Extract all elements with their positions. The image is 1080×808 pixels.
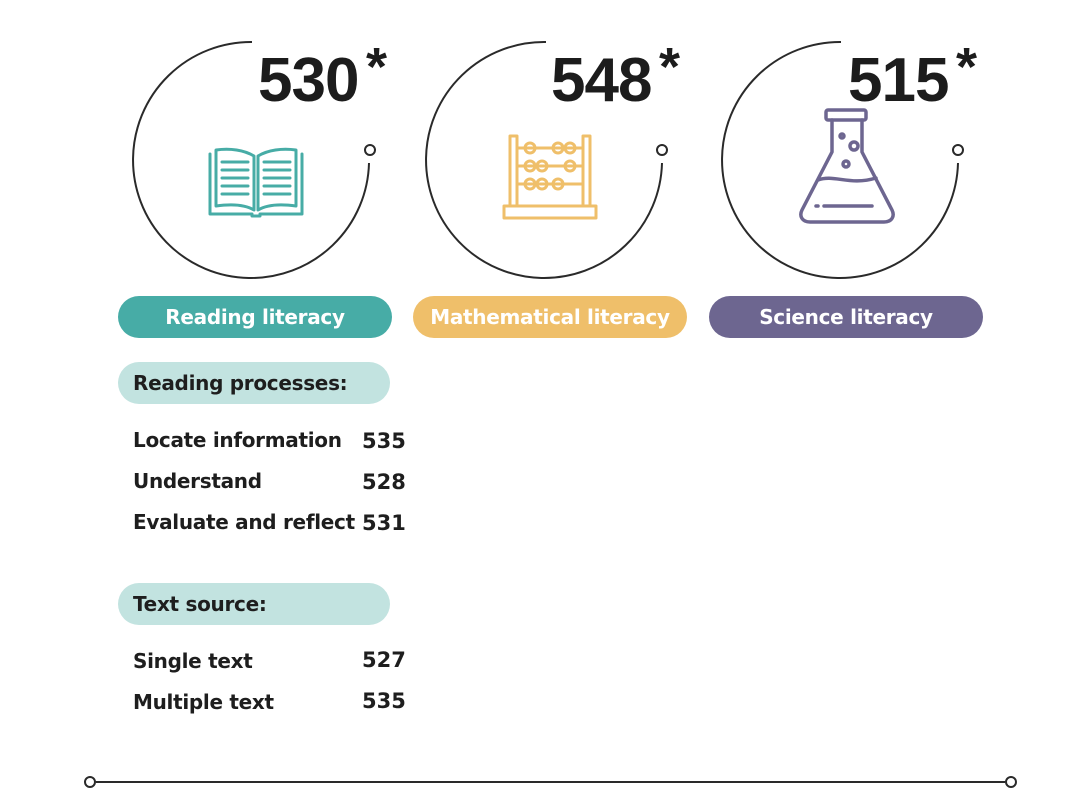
score-reading: 530 * bbox=[258, 40, 387, 112]
pill-science-literacy: Science literacy bbox=[709, 296, 983, 338]
pill-mathematical-literacy: Mathematical literacy bbox=[413, 296, 687, 338]
locate-information-label: Locate information bbox=[133, 428, 342, 452]
score-asterisk: * bbox=[366, 37, 387, 97]
ring-arc-math bbox=[425, 40, 663, 279]
single-text-value: 527 bbox=[362, 648, 406, 672]
score-value: 548 bbox=[551, 46, 652, 115]
open-book-icon bbox=[208, 147, 304, 218]
score-science: 515 * bbox=[848, 40, 977, 112]
evaluate-and-reflect-value: 531 bbox=[362, 511, 406, 535]
score-asterisk: * bbox=[659, 37, 680, 97]
evaluate-and-reflect-label: Evaluate and reflect bbox=[133, 510, 355, 534]
ring-arc-reading bbox=[132, 40, 370, 279]
score-asterisk: * bbox=[956, 37, 977, 97]
understand-label: Understand bbox=[133, 469, 262, 493]
locate-information-value: 535 bbox=[362, 429, 406, 453]
single-text-label: Single text bbox=[133, 649, 253, 673]
flask-icon bbox=[799, 108, 895, 224]
understand-value: 528 bbox=[362, 470, 406, 494]
abacus-icon bbox=[502, 134, 598, 220]
ring-end-dot-science bbox=[952, 144, 964, 156]
ring-end-dot-reading bbox=[364, 144, 376, 156]
multiple-text-value: 535 bbox=[362, 689, 406, 713]
ring-end-dot-math bbox=[656, 144, 668, 156]
text-source-heading: Text source: bbox=[118, 583, 390, 625]
score-value: 515 bbox=[848, 46, 949, 115]
score-math: 548 * bbox=[551, 40, 680, 112]
score-value: 530 bbox=[258, 46, 359, 115]
multiple-text-label: Multiple text bbox=[133, 690, 274, 714]
reading-processes-heading: Reading processes: bbox=[118, 362, 390, 404]
ring-arc-science bbox=[721, 40, 959, 279]
pill-reading-literacy: Reading literacy bbox=[118, 296, 392, 338]
